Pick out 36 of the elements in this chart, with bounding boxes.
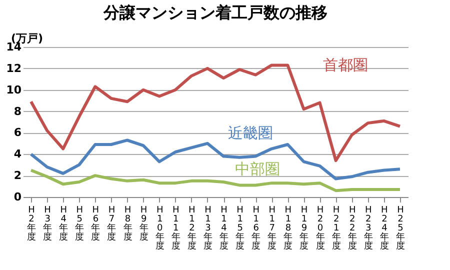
x-tick-label: H7年度	[107, 206, 116, 242]
y-tick-label: 2	[14, 169, 22, 182]
series-label: 近畿圏	[228, 124, 273, 142]
x-tick-label: H6年度	[91, 206, 100, 242]
x-tick-label: H25年度	[396, 206, 405, 252]
y-tick-label: 0	[14, 190, 22, 204]
y-tick-label: 6	[14, 126, 22, 140]
chart-title: 分譲マンション着工戸数の推移	[102, 3, 328, 22]
x-tick-label: H16年度	[252, 206, 261, 252]
series-label: 中部圏	[235, 160, 280, 178]
x-tick-label: H24年度	[380, 206, 389, 252]
x-tick-label: H21年度	[332, 206, 341, 252]
series-label: 首都圏	[323, 56, 368, 74]
x-tick-label: H3年度	[43, 206, 52, 242]
x-tick-label: H18年度	[284, 206, 293, 252]
x-tick-label: H5年度	[75, 206, 84, 242]
x-tick-label: H23年度	[364, 206, 373, 252]
x-tick-label: H20年度	[316, 206, 325, 252]
line-series	[30, 138, 402, 180]
x-tick-label: H19年度	[300, 206, 309, 252]
y-tick-label: 12	[6, 62, 22, 75]
y-tick-label: 10	[6, 83, 22, 96]
x-tick-label: H4年度	[59, 206, 68, 242]
x-tick-label: H2年度	[27, 206, 36, 242]
y-tick-label: 4	[14, 148, 22, 161]
x-tick-label: H14年度	[220, 206, 229, 252]
y-tick-label: 8	[14, 104, 22, 118]
x-tick-label: H22年度	[348, 206, 357, 252]
x-tick-label: H17年度	[268, 206, 277, 252]
x-tick-label: H8年度	[123, 206, 132, 242]
x-tick-label: H15年度	[236, 206, 245, 252]
x-tick-label: H9年度	[139, 206, 148, 242]
x-tick-label: H11年度	[171, 206, 180, 252]
x-tick-label: H10年度	[155, 206, 164, 252]
x-tick-label: H12年度	[187, 206, 196, 252]
x-tick-label: H13年度	[203, 206, 212, 252]
